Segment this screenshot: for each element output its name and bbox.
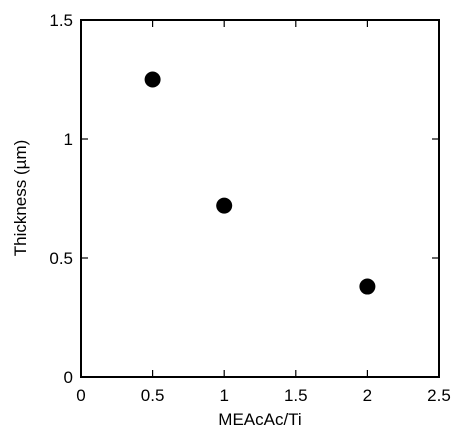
x-tick-label: 2 [363, 386, 372, 405]
x-axis-label: MEAcAc/Ti [218, 410, 301, 429]
x-tick-label: 1 [219, 386, 228, 405]
data-points [144, 71, 376, 295]
x-tick-label: 2.5 [427, 386, 451, 405]
y-tick-label: 0 [64, 368, 73, 387]
y-tick-labels: 0 0.5 1 1.5 [49, 11, 73, 387]
data-point [144, 71, 161, 88]
y-tick-label: 0.5 [49, 249, 73, 268]
data-point [359, 278, 376, 295]
y-tick-label: 1 [64, 130, 73, 149]
axis-ticks [80, 19, 440, 378]
plot-frame [80, 19, 440, 378]
x-tick-labels: 0 0.5 1 1.5 2 2.5 [76, 386, 451, 405]
x-tick-label: 0 [76, 386, 85, 405]
y-axis-label: Thickness (µm) [11, 140, 30, 257]
x-tick-label: 1.5 [284, 386, 308, 405]
y-tick-label: 1.5 [49, 11, 73, 30]
x-tick-label: 0.5 [141, 386, 165, 405]
data-point [216, 197, 233, 214]
